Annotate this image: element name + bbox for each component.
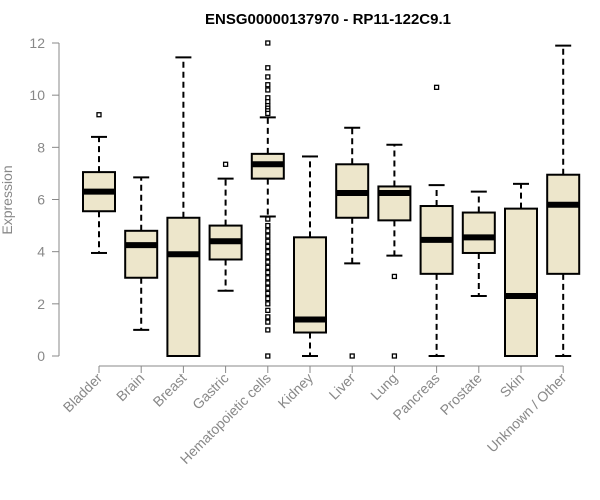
x-tick-label: Lung bbox=[367, 370, 400, 403]
box-group bbox=[124, 176, 159, 331]
outlier-point bbox=[265, 216, 271, 222]
outlier-point bbox=[265, 254, 271, 260]
x-tick-label: Bladder bbox=[60, 370, 106, 416]
y-tick-label: 0 bbox=[37, 348, 45, 364]
outlier-point bbox=[265, 249, 271, 255]
outlier-point bbox=[265, 238, 271, 244]
outlier-point bbox=[265, 353, 271, 359]
box-group bbox=[166, 56, 201, 357]
x-tick-label: Liver bbox=[326, 370, 359, 403]
y-tick-label: 8 bbox=[37, 139, 45, 155]
outlier-point bbox=[265, 222, 271, 229]
outlier-point bbox=[265, 228, 271, 234]
outlier-point bbox=[265, 327, 271, 333]
outlier-point bbox=[265, 243, 271, 250]
y-tick-label: 10 bbox=[29, 87, 45, 103]
box-iqr bbox=[124, 229, 159, 279]
y-axis-label: Expression bbox=[0, 165, 15, 234]
box-iqr bbox=[546, 173, 581, 275]
outlier-point bbox=[433, 84, 440, 90]
outlier-point bbox=[265, 269, 271, 276]
x-tick-label: Kidney bbox=[275, 370, 317, 412]
outlier-point bbox=[265, 307, 271, 314]
box-iqr bbox=[166, 216, 201, 357]
outlier-point bbox=[265, 74, 271, 80]
x-tick-label: Pancreas bbox=[390, 370, 443, 423]
y-tick-label: 12 bbox=[29, 35, 45, 51]
outlier-point bbox=[265, 40, 271, 46]
outlier-point bbox=[265, 319, 271, 325]
y-axis: 0 2 4 6 8 10 12 bbox=[29, 35, 60, 364]
box-group bbox=[208, 161, 243, 292]
outlier-point bbox=[265, 264, 271, 270]
x-tick-label: Brain bbox=[113, 370, 147, 404]
outlier-point bbox=[265, 290, 271, 297]
y-tick-label: 4 bbox=[37, 244, 45, 260]
outlier-point bbox=[265, 65, 271, 71]
outlier-point bbox=[265, 82, 271, 88]
outlier-point bbox=[391, 273, 398, 280]
outlier-point bbox=[265, 110, 271, 117]
outlier-point bbox=[96, 112, 102, 118]
outlier-point bbox=[265, 301, 271, 307]
boxes-layer bbox=[82, 40, 581, 359]
outlier-point bbox=[265, 275, 271, 281]
box-group bbox=[377, 143, 412, 359]
outlier-point bbox=[222, 161, 229, 167]
outlier-point bbox=[265, 259, 271, 265]
x-tick-label: Prostate bbox=[437, 370, 485, 418]
outlier-point bbox=[391, 353, 398, 359]
box-group bbox=[419, 84, 454, 357]
outlier-point bbox=[265, 314, 271, 320]
outlier-point bbox=[349, 353, 355, 359]
box-group bbox=[82, 112, 116, 254]
x-tick-label: Unknown / Other bbox=[484, 370, 570, 456]
outlier-point bbox=[265, 87, 271, 93]
box-group bbox=[250, 40, 285, 359]
box-group bbox=[335, 126, 370, 359]
box-group bbox=[504, 182, 538, 357]
outlier-point bbox=[265, 295, 271, 302]
x-tick-label: Breast bbox=[150, 370, 190, 410]
box-group bbox=[461, 190, 496, 298]
box-iqr bbox=[461, 211, 496, 254]
y-tick-label: 6 bbox=[37, 192, 45, 208]
outlier-point bbox=[265, 285, 271, 291]
outlier-point bbox=[265, 280, 271, 286]
box-group bbox=[293, 155, 327, 357]
x-tick-label: Skin bbox=[497, 370, 528, 401]
outlier-point bbox=[265, 233, 271, 239]
box-group bbox=[546, 44, 581, 357]
y-tick-label: 2 bbox=[37, 296, 45, 312]
chart-title: ENSG00000137970 - RP11-122C9.1 bbox=[205, 11, 451, 28]
box-iqr bbox=[504, 207, 538, 357]
